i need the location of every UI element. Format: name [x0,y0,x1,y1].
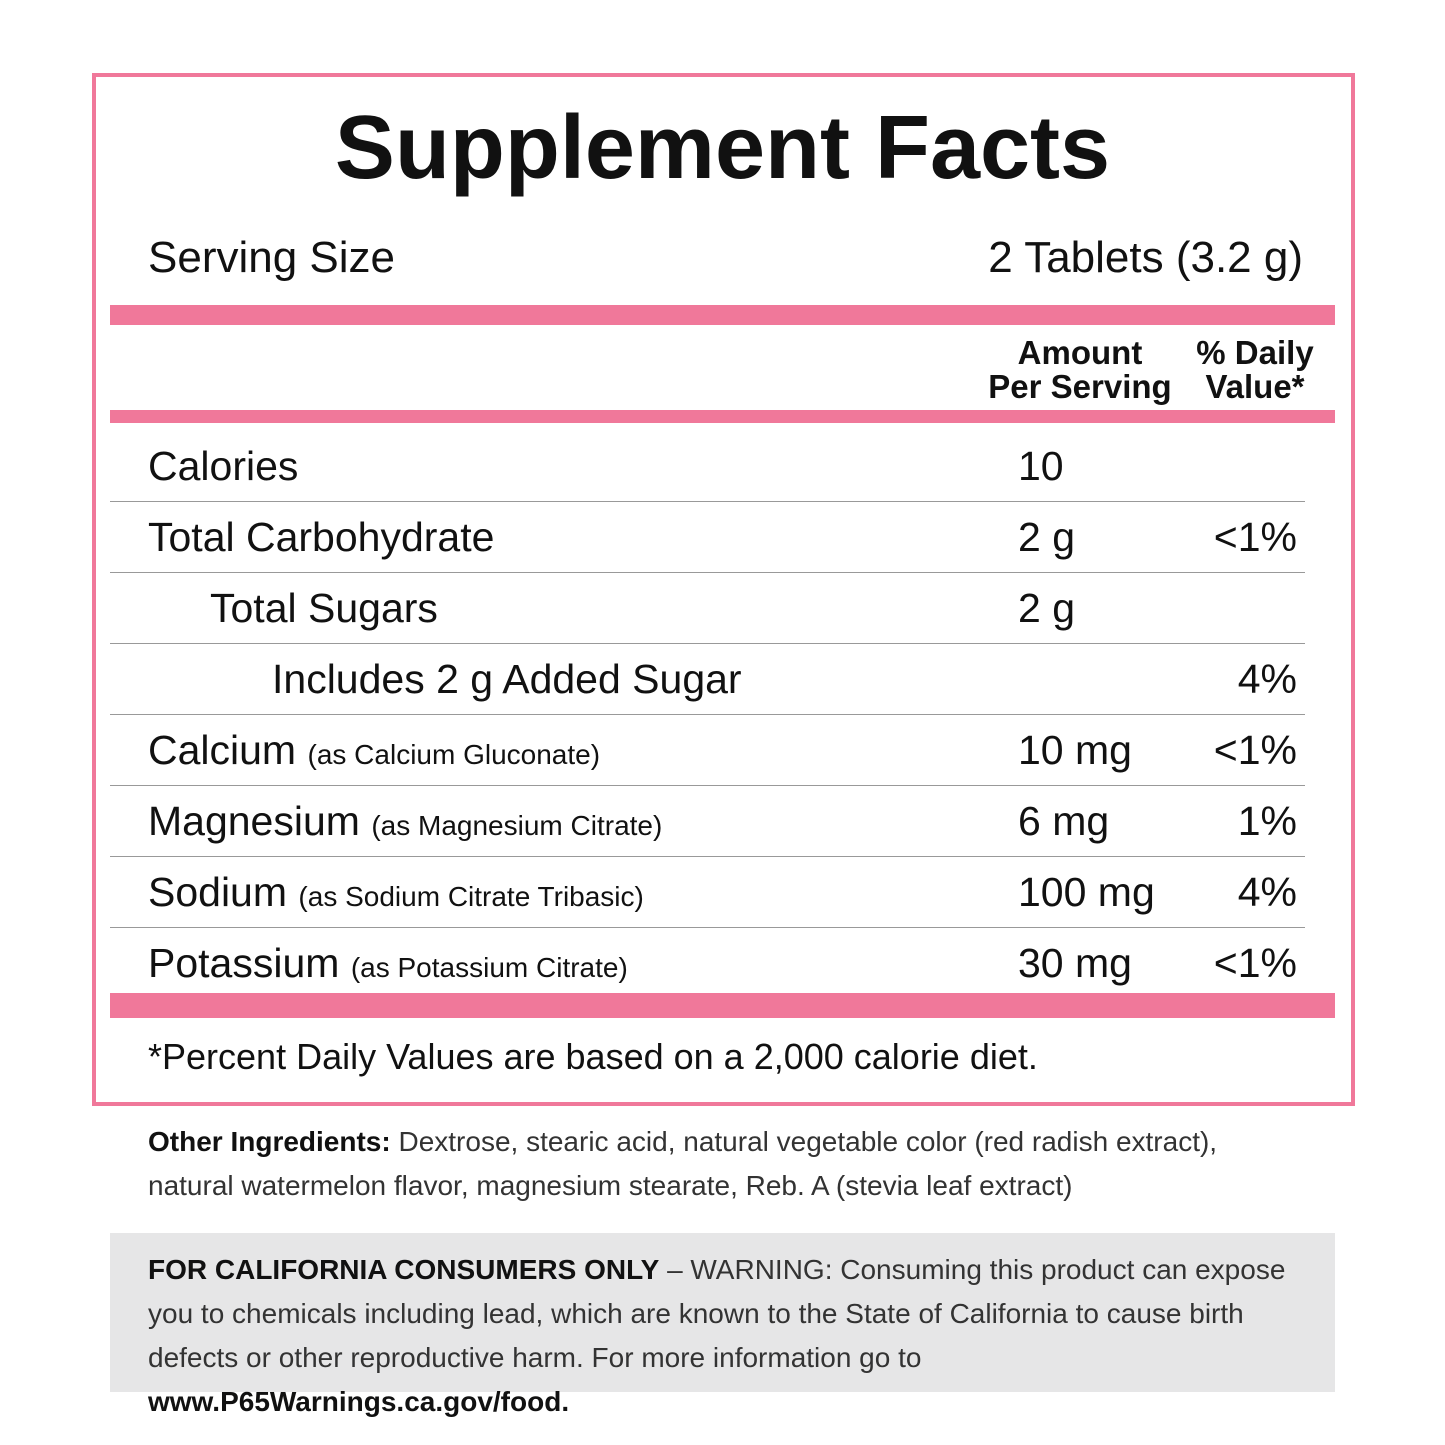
amount-header: Amount Per Serving [980,336,1180,404]
nutrient-note: (as Sodium Citrate Tribasic) [298,881,644,912]
daily-value: 1% [1237,798,1297,844]
amount: 2 g [1018,514,1075,560]
footnote: *Percent Daily Values are based on a 2,0… [148,1036,1038,1077]
nutrient-name: Sodium [148,869,288,915]
nutrient-name: Magnesium [148,798,360,844]
header-line: Value* [1205,368,1305,405]
nutrient-name-cell: Total Carbohydrate [148,514,494,561]
divider-bar [110,305,1335,325]
nutrient-name-cell: Magnesium (as Magnesium Citrate) [148,798,662,845]
nutrient-name: Calories [148,443,299,489]
nutrient-row: Total Carbohydrate 2 g <1% [110,501,1305,573]
nutrient-name-cell: Sodium (as Sodium Citrate Tribasic) [148,869,644,916]
daily-value: 4% [1237,656,1297,702]
nutrient-name-cell: Calcium (as Calcium Gluconate) [148,727,600,774]
amount: 2 g [1018,585,1075,631]
warning-label: FOR CALIFORNIA CONSUMERS ONLY [148,1254,660,1285]
nutrient-name: Calcium [148,727,297,773]
warning-box [110,1233,1335,1392]
nutrient-name: Total Carbohydrate [148,514,495,560]
nutrient-row: Includes 2 g Added Sugar 4% [110,643,1305,715]
serving-size-value: 2 Tablets (3.2 g) [988,233,1303,282]
header-line: Amount [1017,334,1143,371]
nutrient-row: Potassium (as Potassium Citrate) 30 mg <1% [110,927,1305,998]
amount: 10 [1018,443,1064,489]
nutrient-note: (as Magnesium Citrate) [371,810,663,841]
nutrient-name: Total Sugars [210,585,438,631]
nutrient-row: Calories 10 [110,430,1305,502]
warning-text: – WARNING: Consuming this product can ex… [148,1254,1286,1373]
daily-value: <1% [1213,514,1297,560]
nutrient-note: (as Calcium Gluconate) [307,739,601,770]
label-border [92,73,1355,1106]
nutrient-name-cell: Calories [148,443,298,490]
daily-value: <1% [1213,727,1297,773]
daily-value: <1% [1213,940,1297,986]
nutrient-name: Potassium [148,940,340,986]
other-ingredients: Other Ingredients: Dextrose, stearic aci… [148,1120,1298,1208]
dv-header: % Daily Value* [1185,336,1325,404]
warning-link: www.P65Warnings.ca.gov/food. [148,1386,570,1417]
divider-bar [110,993,1335,1018]
nutrient-name-cell: Potassium (as Potassium Citrate) [148,940,628,987]
amount: 10 mg [1018,727,1132,773]
amount: 100 mg [1018,869,1155,915]
nutrient-name-cell: Includes 2 g Added Sugar [272,656,742,703]
header-line: Per Serving [988,368,1172,405]
nutrient-name-cell: Total Sugars [210,585,438,632]
header-line: % Daily [1196,334,1314,371]
amount: 30 mg [1018,940,1132,986]
title: Supplement Facts [334,98,1111,198]
other-ingredients-label: Other Ingredients: [148,1126,391,1157]
nutrient-row: Sodium (as Sodium Citrate Tribasic) 100 m… [110,856,1305,928]
daily-value: 4% [1237,869,1297,915]
nutrient-row: Total Sugars 2 g [110,572,1305,644]
nutrient-row: Calcium (as Calcium Gluconate) 10 mg <1% [110,714,1305,786]
warning: FOR CALIFORNIA CONSUMERS ONLY – WARNING:… [148,1248,1323,1424]
other-ingredients-text: Dextrose, stearic acid, natural vegetabl… [148,1126,1218,1201]
divider-bar [110,410,1335,423]
nutrient-name: Includes 2 g Added Sugar [272,656,742,702]
serving-size-label: Serving Size [148,233,396,282]
nutrient-row: Magnesium (as Magnesium Citrate) 6 mg 1% [110,785,1305,857]
nutrient-note: (as Potassium Citrate) [350,952,628,983]
amount: 6 mg [1018,798,1110,844]
